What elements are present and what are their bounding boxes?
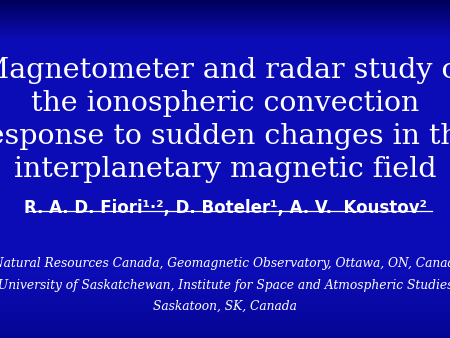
Text: Magnetometer and radar study of
the ionospheric convection
response to sudden ch: Magnetometer and radar study of the iono… [0,57,450,183]
Text: R. A. D. Fiori¹·², D. Boteler¹, A. V.  Koustov²: R. A. D. Fiori¹·², D. Boteler¹, A. V. Ko… [23,199,427,217]
Text: ¹Natural Resources Canada, Geomagnetic Observatory, Ottawa, ON, Canada: ¹Natural Resources Canada, Geomagnetic O… [0,257,450,270]
Text: ²University of Saskatchewan, Institute for Space and Atmospheric Studies,: ²University of Saskatchewan, Institute f… [0,279,450,292]
Text: Saskatoon, SK, Canada: Saskatoon, SK, Canada [153,299,297,312]
